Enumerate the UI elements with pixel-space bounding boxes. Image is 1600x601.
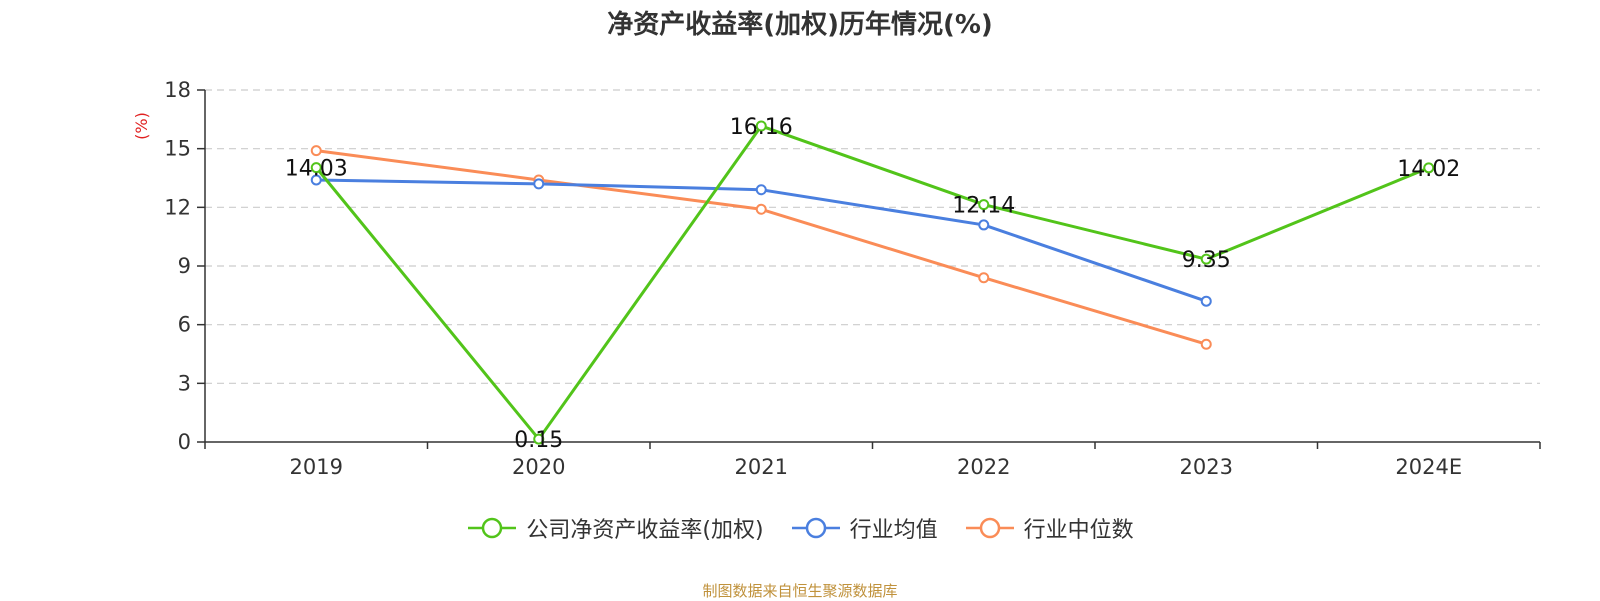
data-point-s1-2020 [533,178,545,190]
x-tick-label-2019: 2019 [290,455,343,479]
data-point-s1-2023 [1200,295,1212,307]
legend-item-industry-median[interactable]: 行业中位数 [964,512,1134,544]
series-layer [310,120,1435,445]
y-tick-label-15: 15 [164,137,191,161]
legend: 公司净资产收益率(加权) 行业均值 行业中位数 [0,512,1600,544]
x-tick-label-2020: 2020 [512,455,565,479]
data-label-2019: 14.03 [285,157,348,182]
x-tick-label-2024E: 2024E [1395,455,1462,479]
data-label-layer: 14.03 0.15 16.16 12.14 9.35 14.02 [285,115,1460,453]
data-label-2020: 0.15 [514,428,563,453]
data-point-s1-2019 [310,174,322,186]
data-point-s0-2020 [533,433,545,445]
data-label-2024E: 14.02 [1397,157,1460,182]
data-label-2023: 9.35 [1182,248,1231,273]
y-tick-label-12: 12 [164,195,191,219]
y-tick-label-0: 0 [178,430,191,454]
y-tick-label-6: 6 [178,313,191,337]
data-point-s0-2022 [978,199,990,211]
data-point-s0-2024E [1423,162,1435,174]
grid-layer [205,89,1540,384]
data-point-s1-2022 [978,219,990,231]
legend-marker-orange [965,517,1014,539]
series-line-0 [315,124,1430,441]
legend-item-company-roe[interactable]: 公司净资产收益率(加权) [466,512,764,544]
data-point-s0-2023 [1200,253,1212,265]
data-label-2021: 16.16 [730,115,793,140]
legend-label-industry-mean: 行业均值 [849,518,938,543]
y-tick-label-3: 3 [178,371,191,395]
legend-marker-green [468,517,517,539]
y-tick-label-9: 9 [178,254,191,278]
axis-layer: 0 3 6 9 12 15 18 2019 2020 2021 2022 2023 2024E [164,78,1541,479]
data-point-s0-2019 [310,162,322,174]
y-tick-label-18: 18 [164,78,191,102]
data-point-s2-2022 [978,272,990,284]
legend-marker-blue [791,517,840,539]
data-point-s2-2019 [310,145,322,157]
data-point-s1-2021 [755,184,767,196]
legend-label-industry-median: 行业中位数 [1023,518,1134,543]
legend-label-company-roe: 公司净资产收益率(加权) [526,518,764,543]
x-tick-label-2023: 2023 [1180,455,1233,479]
x-tick-label-2021: 2021 [735,455,788,479]
data-point-s2-2023 [1200,338,1212,350]
data-point-s2-2021 [755,203,767,215]
x-tick-label-2022: 2022 [957,455,1010,479]
y-axis-label: (%) [132,112,151,140]
data-label-2022: 12.14 [952,194,1015,219]
series-line-2 [316,149,1207,346]
series-line-1 [316,178,1207,303]
source-note: 制图数据来自恒生聚源数据库 [702,582,898,600]
chart-title: 净资产收益率(加权)历年情况(%) [607,10,993,40]
legend-item-industry-mean[interactable]: 行业均值 [790,512,938,544]
data-point-s0-2021 [755,120,767,132]
